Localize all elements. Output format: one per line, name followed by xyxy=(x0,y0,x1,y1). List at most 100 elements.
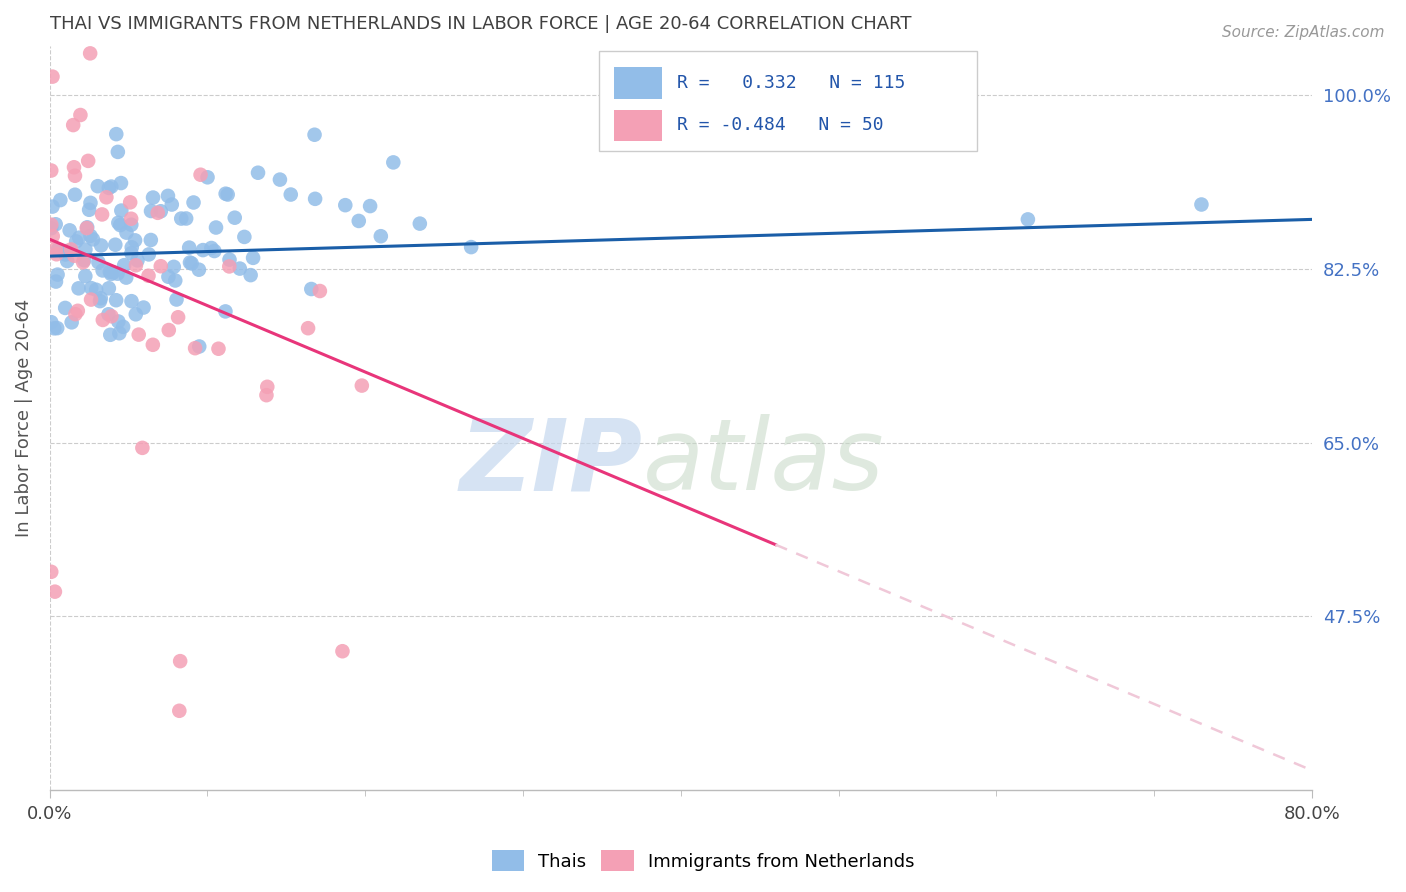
Point xyxy=(105,127,128,141)
Point xyxy=(87,179,110,194)
Point xyxy=(107,267,129,281)
Point xyxy=(179,241,201,255)
Point xyxy=(80,281,103,295)
Point xyxy=(39,221,62,235)
Point xyxy=(125,258,148,272)
Point xyxy=(180,256,202,270)
Point xyxy=(41,200,63,214)
Point xyxy=(157,269,180,284)
Point xyxy=(112,258,135,272)
Point xyxy=(46,268,69,282)
Point xyxy=(100,310,122,324)
Point xyxy=(191,243,214,257)
Point xyxy=(79,46,101,61)
Point xyxy=(87,255,110,269)
Point xyxy=(97,181,120,195)
Point xyxy=(169,654,191,668)
Point xyxy=(370,229,392,244)
Point xyxy=(120,195,142,210)
Point xyxy=(107,216,129,230)
Point xyxy=(139,204,162,219)
Point xyxy=(44,584,66,599)
Point xyxy=(1017,212,1039,227)
Point xyxy=(166,293,188,307)
FancyBboxPatch shape xyxy=(599,51,977,152)
Point xyxy=(91,207,114,221)
Text: R =   0.332   N = 115: R = 0.332 N = 115 xyxy=(678,74,905,92)
Point xyxy=(39,565,62,579)
Point xyxy=(142,190,165,204)
Text: THAI VS IMMIGRANTS FROM NETHERLANDS IN LABOR FORCE | AGE 20-64 CORRELATION CHART: THAI VS IMMIGRANTS FROM NETHERLANDS IN L… xyxy=(49,15,911,33)
Point xyxy=(73,253,96,268)
Text: Source: ZipAtlas.com: Source: ZipAtlas.com xyxy=(1222,25,1385,40)
Point xyxy=(112,319,135,334)
Point xyxy=(218,260,240,274)
Point xyxy=(347,214,370,228)
Y-axis label: In Labor Force | Age 20-64: In Labor Force | Age 20-64 xyxy=(15,299,32,537)
Point xyxy=(247,166,270,180)
Point xyxy=(332,644,354,658)
Point xyxy=(98,327,121,342)
Point xyxy=(110,218,132,232)
Point xyxy=(104,237,127,252)
Point xyxy=(142,338,165,352)
Point xyxy=(382,155,405,169)
Point xyxy=(100,179,122,194)
Point xyxy=(359,199,381,213)
Point xyxy=(214,304,236,318)
Point xyxy=(121,294,143,309)
Point xyxy=(409,217,432,231)
Point xyxy=(120,218,142,232)
Point xyxy=(90,291,112,305)
Point xyxy=(46,321,69,335)
Point xyxy=(187,262,209,277)
Point xyxy=(65,235,87,249)
Point xyxy=(77,153,100,168)
Point xyxy=(55,247,77,261)
Point xyxy=(304,192,326,206)
Legend: Thais, Immigrants from Netherlands: Thais, Immigrants from Netherlands xyxy=(484,843,922,879)
Text: ZIP: ZIP xyxy=(460,414,643,511)
Point xyxy=(76,220,98,235)
Point xyxy=(297,321,319,335)
Point xyxy=(75,269,97,284)
Point xyxy=(97,281,120,295)
Point xyxy=(299,282,322,296)
Point xyxy=(183,195,205,210)
Point xyxy=(242,251,264,265)
Point xyxy=(163,260,186,274)
Point xyxy=(42,229,65,244)
Point xyxy=(170,211,193,226)
Point xyxy=(156,189,179,203)
Point xyxy=(160,197,183,211)
Point xyxy=(169,704,191,718)
Point xyxy=(39,218,62,232)
Point xyxy=(39,163,62,178)
Point xyxy=(63,187,86,202)
Point xyxy=(98,265,121,279)
Point xyxy=(167,310,190,325)
Point xyxy=(224,211,246,225)
Point xyxy=(65,307,87,321)
Point xyxy=(63,249,86,263)
Point xyxy=(121,240,143,254)
Point xyxy=(110,203,132,218)
Point xyxy=(217,187,239,202)
Point xyxy=(1191,197,1213,211)
Point xyxy=(174,211,197,226)
Point xyxy=(79,195,101,210)
Point xyxy=(62,118,84,132)
Point xyxy=(309,284,332,298)
Point xyxy=(84,283,107,297)
Point xyxy=(56,254,79,268)
Point xyxy=(127,253,149,268)
Point xyxy=(91,263,114,277)
Point xyxy=(103,265,125,279)
Point xyxy=(59,223,82,237)
Point xyxy=(115,270,138,285)
Point xyxy=(49,193,72,207)
Point xyxy=(218,252,240,267)
Point xyxy=(63,161,86,175)
Point xyxy=(239,268,262,282)
Point xyxy=(100,267,122,281)
